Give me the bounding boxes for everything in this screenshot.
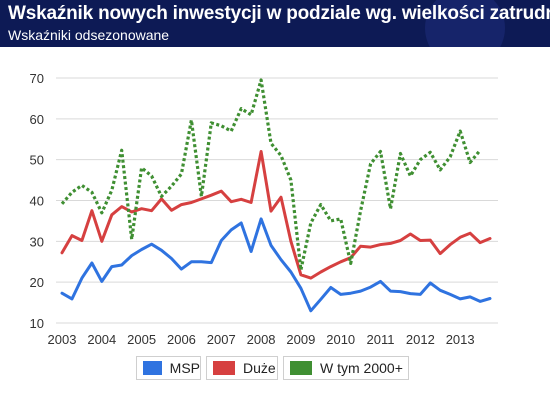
x-tick-label: 2006 xyxy=(167,332,196,347)
legend-item-w-tym-2000[interactable]: W tym 2000+ xyxy=(283,356,409,380)
x-tick-label: 2005 xyxy=(127,332,156,347)
chart-title: Wskaźnik nowych inwestycji w podziale wg… xyxy=(8,3,550,24)
series-line-duze xyxy=(60,150,492,280)
legend-swatch-duze xyxy=(213,361,235,375)
line-chart: 10 20 30 40 50 60 70 2003 2004 2005 2006 2007 2008 20… xyxy=(30,71,498,347)
x-tick-label: 2012 xyxy=(406,332,435,347)
series-line-msp xyxy=(60,217,492,313)
x-tick-label: 2008 xyxy=(247,332,276,347)
legend-label-duze: Duże xyxy=(243,360,276,376)
y-tick-label: 20 xyxy=(30,275,44,290)
y-tick-label: 50 xyxy=(30,153,44,168)
chart-legend: MSP Duże W tym 2000+ xyxy=(0,356,550,384)
x-tick-label: 2003 xyxy=(48,332,77,347)
legend-label-w-tym-2000: W tym 2000+ xyxy=(320,360,403,376)
x-tick-label: 2007 xyxy=(207,332,236,347)
chart-subtitle: Wskaźniki odsezonowane xyxy=(8,27,170,43)
y-tick-label: 60 xyxy=(30,112,44,127)
y-tick-label: 40 xyxy=(30,194,44,209)
legend-item-duze[interactable]: Duże xyxy=(206,356,278,380)
x-tick-label: 2004 xyxy=(87,332,116,347)
y-tick-label: 10 xyxy=(30,316,44,331)
legend-swatch-w-tym-2000 xyxy=(290,361,312,375)
legend-item-msp[interactable]: MSP xyxy=(136,356,201,380)
header-decoration xyxy=(425,0,505,47)
x-tick-label: 2010 xyxy=(326,332,355,347)
x-tick-label: 2009 xyxy=(286,332,315,347)
x-tick-label: 2011 xyxy=(367,332,395,347)
y-tick-label: 70 xyxy=(30,71,44,86)
chart-header: Wskaźnik nowych inwestycji w podziale wg… xyxy=(0,0,550,47)
legend-label-msp: MSP xyxy=(169,360,200,376)
x-tick-label: 2013 xyxy=(446,332,475,347)
y-tick-label: 30 xyxy=(30,234,44,249)
legend-swatch-msp xyxy=(143,361,162,375)
